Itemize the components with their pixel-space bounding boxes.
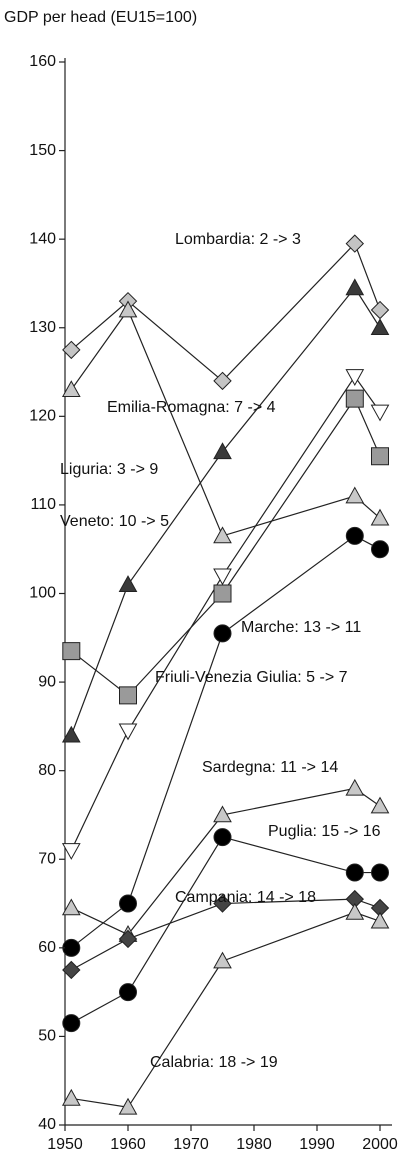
marker xyxy=(345,389,364,408)
marker xyxy=(62,340,81,360)
marker xyxy=(61,843,81,860)
marker xyxy=(62,938,81,957)
marker xyxy=(370,796,390,814)
annotation: Calabria: 18 -> 19 xyxy=(150,1054,278,1071)
marker xyxy=(371,540,389,559)
marker xyxy=(371,863,389,882)
annotation: Friuli-Venezia Giulia: 5 -> 7 xyxy=(155,669,348,686)
x-tick-label: 2000 xyxy=(362,1136,398,1153)
annotation: Liguria: 3 -> 9 xyxy=(60,461,158,478)
marker xyxy=(345,278,365,296)
marker xyxy=(213,624,232,643)
annotation: Puglia: 15 -> 16 xyxy=(268,823,381,840)
y-tick-label: 150 xyxy=(29,142,56,159)
marker xyxy=(213,568,232,586)
marker xyxy=(213,371,232,391)
marker xyxy=(213,526,232,544)
marker xyxy=(345,369,365,387)
marker xyxy=(213,805,232,823)
series-line xyxy=(70,397,381,697)
annotation: Lombardia: 2 -> 3 xyxy=(175,231,301,248)
y-axis-label: GDP per head (EU15=100) xyxy=(4,9,197,26)
marker xyxy=(61,1088,81,1106)
y-tick-label: 130 xyxy=(29,319,56,336)
marker xyxy=(370,404,390,422)
marker xyxy=(118,300,138,318)
marker xyxy=(345,526,364,545)
y-tick-label: 60 xyxy=(38,939,56,956)
x-tick-label: 1980 xyxy=(236,1136,272,1153)
series-line xyxy=(70,286,381,736)
x-tick-label: 1960 xyxy=(110,1136,146,1153)
marker xyxy=(345,486,365,504)
marker xyxy=(213,828,232,847)
y-tick-label: 70 xyxy=(38,850,56,867)
marker xyxy=(370,911,390,929)
marker xyxy=(61,380,81,398)
marker xyxy=(62,960,81,980)
marker xyxy=(62,1014,81,1033)
marker xyxy=(371,447,389,466)
series-line xyxy=(70,242,381,382)
y-tick-label: 100 xyxy=(29,585,56,602)
marker xyxy=(119,894,137,913)
marker xyxy=(118,929,138,949)
annotation: Sardegna: 11 -> 14 xyxy=(202,759,338,776)
marker xyxy=(213,951,232,969)
annotation: Campania: 14 -> 18 xyxy=(175,889,316,906)
marker xyxy=(119,686,137,705)
marker xyxy=(62,642,81,661)
marker xyxy=(213,584,232,603)
x-tick-label: 1970 xyxy=(173,1136,209,1153)
marker xyxy=(213,442,232,460)
y-tick-label: 120 xyxy=(29,408,56,425)
marker xyxy=(370,300,390,320)
marker xyxy=(213,894,232,913)
y-tick-label: 110 xyxy=(30,496,56,513)
marker xyxy=(61,725,81,743)
marker xyxy=(118,723,138,741)
series-line xyxy=(70,308,381,537)
marker xyxy=(118,1097,138,1115)
y-tick-label: 80 xyxy=(38,762,56,779)
annotation-layer: Lombardia: 2 -> 3 Emilia-Romagna: 7 -> 4… xyxy=(60,231,381,1071)
y-tick-label: 90 xyxy=(38,673,56,690)
y-tick-label: 40 xyxy=(38,1116,56,1133)
annotation: Veneto: 10 -> 5 xyxy=(60,513,169,530)
marker xyxy=(118,575,138,592)
annotation: Emilia-Romagna: 7 -> 4 xyxy=(107,399,276,416)
marker xyxy=(345,863,364,882)
series-layer xyxy=(61,234,390,1115)
y-tick-label: 160 xyxy=(29,53,56,70)
x-tick-label: 1990 xyxy=(299,1136,335,1153)
annotation: Marche: 13 -> 11 xyxy=(241,619,361,636)
y-tick-label: 140 xyxy=(29,230,56,247)
marker xyxy=(345,234,365,253)
marker xyxy=(370,508,390,526)
x-tick-label: 1950 xyxy=(47,1136,83,1153)
marker xyxy=(345,778,365,796)
marker xyxy=(119,983,137,1002)
series-line xyxy=(71,787,381,936)
series-line xyxy=(71,911,381,1108)
marker xyxy=(345,902,365,920)
marker xyxy=(61,898,81,916)
y-tick-label: 50 xyxy=(38,1028,56,1045)
marker xyxy=(370,318,390,336)
